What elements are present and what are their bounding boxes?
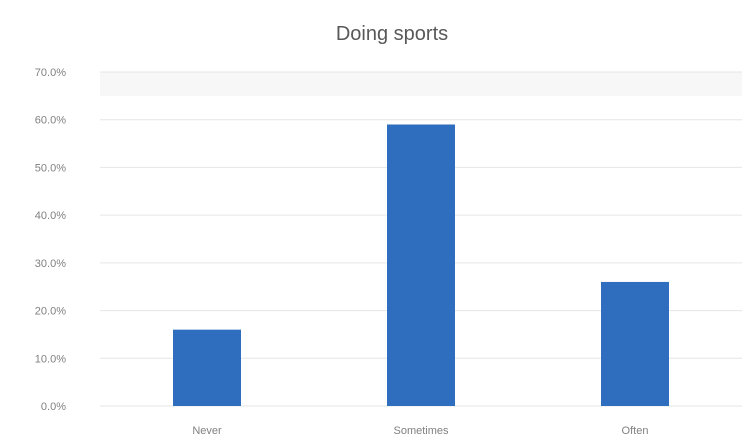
bar-never (173, 329, 241, 406)
y-tick-label: 50.0% (35, 162, 66, 174)
y-tick-label: 10.0% (35, 353, 66, 365)
bar-often (601, 281, 669, 406)
x-axis-category-labels: Never Sometimes Often (192, 425, 648, 437)
bar-sometimes (387, 124, 455, 406)
chart-title: Doing sports (336, 23, 448, 45)
x-category-label: Never (192, 425, 222, 437)
y-tick-label: 0.0% (41, 401, 66, 413)
y-tick-label: 40.0% (35, 210, 66, 222)
bars (173, 124, 669, 406)
y-tick-label: 20.0% (35, 306, 66, 318)
y-tick-label: 60.0% (35, 115, 66, 127)
y-tick-label: 30.0% (35, 258, 66, 270)
y-tick-label: 70.0% (35, 67, 66, 79)
plot-background-bands (100, 72, 742, 96)
x-category-label: Often (622, 425, 649, 437)
y-axis-tick-labels: 0.0% 10.0% 20.0% 30.0% 40.0% 50.0% 60.0% 70.0% (35, 67, 66, 413)
plot-band-top (100, 72, 742, 96)
x-category-label: Sometimes (393, 425, 449, 437)
